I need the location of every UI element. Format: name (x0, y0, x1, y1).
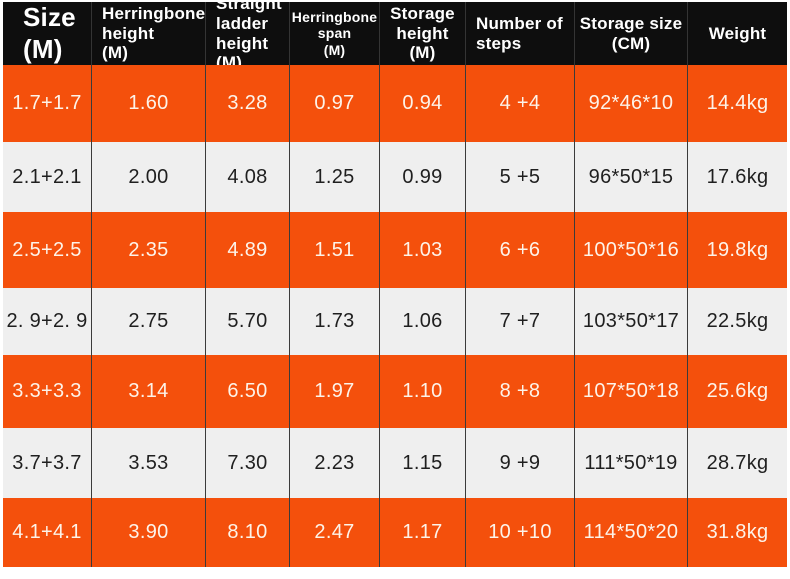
cell-size: 2. 9+2. 9 (3, 288, 92, 355)
cell-storage-size: 111*50*19 (575, 428, 688, 498)
cell-size: 2.1+2.1 (3, 142, 92, 212)
cell-storage-height: 0.94 (380, 65, 466, 142)
column-header-number-of-steps: Number of steps (466, 2, 575, 65)
column-header-straight-ladder-height: Straight ladder height (M) (206, 2, 290, 65)
cell-weight: 22.5kg (706, 310, 769, 332)
column-header-storage-height: Storage height (M) (380, 2, 466, 65)
cell-storage-size: 92*46*10 (575, 65, 688, 142)
cell-herringbone-height: 3.53 (92, 428, 206, 498)
cell-storage-height: 1.10 (380, 355, 466, 428)
cell-straight-ladder-height: 3.28 (206, 65, 290, 142)
cell-herringbone-span: 1.73 (290, 288, 380, 355)
cell-storage-size: 100*50*16 (575, 212, 688, 288)
table-row: 4.1+4.1 3.90 8.10 2.47 1.17 10 +10 114*5… (3, 498, 787, 567)
cell-straight-ladder-height: 6.50 (206, 355, 290, 428)
cell-straight-ladder-height: 7.30 (206, 428, 290, 498)
ladder-spec-table: Size (M) Herringbone height (M) Straight… (3, 2, 787, 567)
column-header-storage-size: Storage size (CM) (575, 2, 688, 65)
column-header-herringbone-height: Herringbone height (M) (92, 2, 206, 65)
table-row: 3.3+3.3 3.14 6.50 1.97 1.10 8 +8 107*50*… (3, 355, 787, 428)
table-row: 3.7+3.7 3.53 7.30 2.23 1.15 9 +9 111*50*… (3, 428, 787, 498)
cell-weight: 25.6kg (706, 380, 769, 402)
cell-size: 4.1+4.1 (3, 498, 92, 567)
cell-herringbone-height: 3.90 (92, 498, 206, 567)
cell-number-of-steps: 6 +6 (466, 212, 575, 288)
cell-herringbone-height: 1.60 (92, 65, 206, 142)
cell-herringbone-span: 0.97 (290, 65, 380, 142)
cell-size: 3.7+3.7 (3, 428, 92, 498)
cell-size: 1.7+1.7 (3, 65, 92, 142)
column-header-weight: Weight (708, 23, 767, 43)
cell-storage-size: 114*50*20 (575, 498, 688, 567)
cell-size: 3.3+3.3 (3, 355, 92, 428)
cell-size: 2.5+2.5 (3, 212, 92, 288)
cell-herringbone-height: 3.14 (92, 355, 206, 428)
cell-straight-ladder-height: 4.08 (206, 142, 290, 212)
cell-weight: 28.7kg (706, 451, 769, 474)
header-row: Size (M) Herringbone height (M) Straight… (3, 2, 787, 65)
table-row: 1.7+1.7 1.60 3.28 0.97 0.94 4 +4 92*46*1… (3, 65, 787, 142)
cell-number-of-steps: 5 +5 (466, 142, 575, 212)
cell-straight-ladder-height: 4.89 (206, 212, 290, 288)
cell-herringbone-span: 2.47 (290, 498, 380, 567)
cell-number-of-steps: 9 +9 (466, 428, 575, 498)
cell-storage-height: 1.15 (380, 428, 466, 498)
cell-herringbone-height: 2.35 (92, 212, 206, 288)
cell-storage-height: 1.17 (380, 498, 466, 567)
cell-herringbone-span: 1.25 (290, 142, 380, 212)
cell-storage-size: 96*50*15 (575, 142, 688, 212)
cell-herringbone-span: 2.23 (290, 428, 380, 498)
cell-storage-height: 1.03 (380, 212, 466, 288)
table-row: 2.1+2.1 2.00 4.08 1.25 0.99 5 +5 96*50*1… (3, 142, 787, 212)
table-row: 2. 9+2. 9 2.75 5.70 1.73 1.06 7 +7 103*5… (3, 288, 787, 355)
cell-number-of-steps: 10 +10 (466, 498, 575, 567)
cell-weight: 17.6kg (706, 165, 769, 188)
table-row: 2.5+2.5 2.35 4.89 1.51 1.03 6 +6 100*50*… (3, 212, 787, 288)
cell-storage-size: 107*50*18 (575, 355, 688, 428)
cell-number-of-steps: 4 +4 (466, 65, 575, 142)
cell-storage-height: 0.99 (380, 142, 466, 212)
cell-storage-height: 1.06 (380, 288, 466, 355)
cell-weight: 31.8kg (706, 521, 769, 543)
cell-herringbone-span: 1.97 (290, 355, 380, 428)
cell-number-of-steps: 8 +8 (466, 355, 575, 428)
cell-herringbone-height: 2.00 (92, 142, 206, 212)
cell-storage-size: 103*50*17 (575, 288, 688, 355)
cell-weight: 14.4kg (706, 92, 769, 114)
cell-straight-ladder-height: 8.10 (206, 498, 290, 567)
cell-herringbone-height: 2.75 (92, 288, 206, 355)
cell-weight: 19.8kg (706, 238, 769, 261)
cell-number-of-steps: 7 +7 (466, 288, 575, 355)
column-header-size: Size (M) (3, 2, 92, 65)
cell-herringbone-span: 1.51 (290, 212, 380, 288)
column-header-herringbone-span: Herringbone span (M) (290, 2, 380, 65)
cell-straight-ladder-height: 5.70 (206, 288, 290, 355)
